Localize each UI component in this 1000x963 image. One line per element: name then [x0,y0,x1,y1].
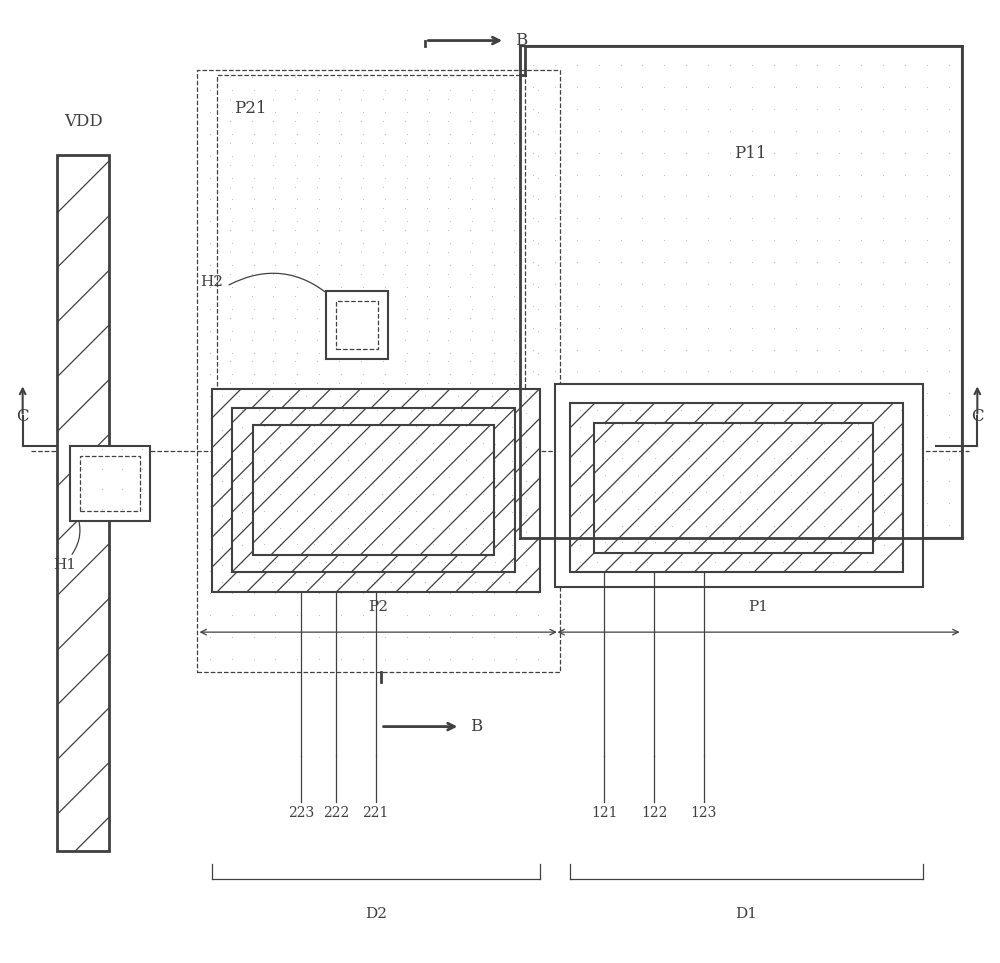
Text: B: B [515,32,527,49]
Text: 121: 121 [591,806,618,820]
Text: P11: P11 [734,145,766,163]
Bar [520,45,962,537]
Bar [594,424,873,553]
Bar [80,456,140,510]
Bar [253,426,494,555]
Text: H1: H1 [53,558,76,571]
Text: 122: 122 [641,806,667,820]
Text: B: B [470,718,482,735]
Bar [520,45,962,537]
Bar [217,75,525,418]
Bar [57,155,109,851]
Text: 223: 223 [288,806,314,820]
Text: 222: 222 [323,806,349,820]
Bar [217,75,525,418]
Bar [555,383,923,587]
Bar [326,291,388,358]
Bar [253,426,494,555]
Text: P2: P2 [368,600,388,614]
Bar [336,301,378,349]
Text: C: C [971,408,984,425]
Text: D2: D2 [365,906,387,921]
Text: H2: H2 [200,275,223,289]
Text: C: C [16,408,29,425]
Text: P21: P21 [234,100,267,117]
Bar [70,446,150,521]
Bar [232,408,515,572]
Bar [232,408,515,572]
Bar [212,388,540,592]
Bar [570,403,903,572]
Text: D1: D1 [735,906,757,921]
Bar [570,403,903,572]
Text: P12: P12 [705,543,735,558]
Bar [197,70,560,672]
Text: VDD: VDD [64,113,103,130]
Bar [57,155,109,851]
Text: 123: 123 [691,806,717,820]
Bar [212,388,540,592]
Text: P1: P1 [749,600,769,614]
Text: 221: 221 [363,806,389,820]
Text: P22: P22 [222,546,251,560]
Bar [594,424,873,553]
